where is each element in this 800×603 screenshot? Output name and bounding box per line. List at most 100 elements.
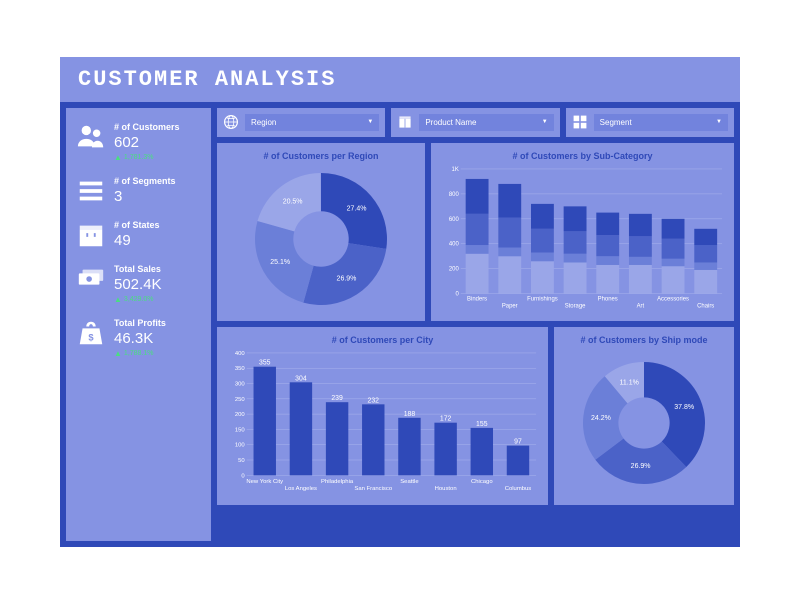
bar-segment bbox=[596, 235, 619, 256]
metric-bag: $ Total Profits 46.3K ▲1,788.1% bbox=[76, 318, 201, 358]
slice-label: 11.1% bbox=[620, 379, 639, 386]
chevron-down-icon: ▼ bbox=[367, 119, 373, 125]
slice-label: 20.5% bbox=[283, 198, 303, 205]
slice-label: 27.4% bbox=[347, 205, 367, 212]
dashboard: CUSTOMER ANALYSIS # of Customers 602 ▲1,… bbox=[60, 57, 740, 547]
category-label: Philadelphia bbox=[321, 479, 354, 485]
category-label: Art bbox=[637, 303, 645, 309]
panel-customers-per-city: # of Customers per City 0501001502002503… bbox=[217, 327, 548, 505]
package-icon bbox=[397, 114, 413, 130]
category-label: Los Angeles bbox=[285, 486, 317, 492]
svg-text:200: 200 bbox=[449, 266, 460, 272]
filter-product-name: Product Name ▼ bbox=[391, 108, 559, 137]
svg-text:400: 400 bbox=[449, 241, 460, 247]
bar-segment bbox=[466, 178, 489, 213]
metric-label: Total Profits bbox=[114, 318, 201, 328]
bar-segment bbox=[694, 262, 717, 269]
filter-select[interactable]: Region ▼ bbox=[245, 114, 379, 131]
bar-segment bbox=[466, 213, 489, 244]
bar-segment bbox=[531, 228, 554, 252]
filter-label: Segment bbox=[600, 118, 632, 127]
bar-segment bbox=[662, 266, 685, 293]
svg-text:100: 100 bbox=[235, 442, 246, 448]
panel-title: # of Customers per Region bbox=[225, 151, 417, 161]
svg-text:600: 600 bbox=[449, 216, 460, 222]
bar-segment bbox=[596, 256, 619, 265]
bar-segment bbox=[564, 253, 587, 262]
bar-segment bbox=[498, 183, 521, 217]
bar-value: 172 bbox=[440, 415, 452, 422]
metric-label: # of Customers bbox=[114, 122, 201, 132]
bar-segment bbox=[531, 261, 554, 293]
bar-segment bbox=[694, 228, 717, 244]
bar bbox=[434, 422, 456, 475]
svg-text:0: 0 bbox=[241, 473, 245, 479]
slice-label: 25.1% bbox=[270, 258, 290, 265]
bar-value: 97 bbox=[514, 438, 522, 445]
bar-segment bbox=[498, 247, 521, 256]
bar bbox=[254, 366, 276, 475]
category-label: Houston bbox=[435, 486, 457, 492]
box-icon bbox=[76, 220, 106, 250]
panel-customers-per-region: # of Customers per Region 27.4% 26.9% 25.1… bbox=[217, 143, 425, 321]
metric-label: Total Sales bbox=[114, 264, 201, 274]
bar bbox=[362, 404, 384, 475]
category-label: Chicago bbox=[471, 479, 493, 485]
metric-label: # of Segments bbox=[114, 176, 201, 186]
bar-segment bbox=[564, 206, 587, 231]
globe-icon bbox=[223, 114, 239, 130]
bar-segment bbox=[564, 262, 587, 293]
panel-title: # of Customers per City bbox=[225, 335, 540, 345]
sidebar: # of Customers 602 ▲1,781.3% # of Segmen… bbox=[66, 108, 211, 541]
svg-text:300: 300 bbox=[235, 381, 246, 387]
slice-label: 26.9% bbox=[631, 463, 651, 470]
category-label: Phones bbox=[598, 296, 618, 302]
panel-title: # of Customers by Ship mode bbox=[562, 335, 726, 345]
cash-icon bbox=[76, 264, 106, 294]
donut-slice bbox=[303, 243, 386, 305]
filter-select[interactable]: Product Name ▼ bbox=[419, 114, 553, 131]
bar-segment bbox=[694, 245, 717, 262]
segments-icon bbox=[76, 176, 106, 206]
panel-title: # of Customers by Sub-Category bbox=[439, 151, 726, 161]
filter-select[interactable]: Segment ▼ bbox=[594, 114, 728, 131]
category-label: Storage bbox=[565, 303, 586, 309]
bar-value: 355 bbox=[259, 359, 271, 366]
donut-chart-region: 27.4% 26.9% 25.1% 20.5% bbox=[225, 165, 417, 313]
bar-segment bbox=[531, 203, 554, 228]
users-icon bbox=[76, 122, 106, 152]
bar-segment bbox=[531, 252, 554, 261]
bar-segment bbox=[629, 236, 652, 257]
bar-value: 239 bbox=[331, 395, 343, 402]
svg-text:1K: 1K bbox=[452, 166, 459, 172]
filter-label: Region bbox=[251, 118, 276, 127]
bar-segment bbox=[629, 264, 652, 293]
svg-text:350: 350 bbox=[235, 366, 246, 372]
category-label: Seattle bbox=[400, 479, 419, 485]
filter-segment: Segment ▼ bbox=[566, 108, 734, 137]
slice-label: 26.9% bbox=[337, 275, 357, 282]
filter-region: Region ▼ bbox=[217, 108, 385, 137]
bar-chart-city: 050100150200250300350400355New York City… bbox=[225, 349, 540, 497]
bar-value: 304 bbox=[295, 375, 307, 382]
bar-segment bbox=[694, 269, 717, 293]
svg-text:50: 50 bbox=[238, 457, 245, 463]
bar-value: 155 bbox=[476, 420, 488, 427]
metric-segments: # of Segments 3 bbox=[76, 176, 201, 206]
bar-segment bbox=[466, 245, 489, 254]
metric-delta: ▲3,429.0% bbox=[114, 295, 201, 304]
svg-text:200: 200 bbox=[235, 412, 246, 418]
metric-users: # of Customers 602 ▲1,781.3% bbox=[76, 122, 201, 162]
metric-box: # of States 49 bbox=[76, 220, 201, 250]
bar-value: 232 bbox=[368, 397, 380, 404]
bar-segment bbox=[498, 217, 521, 247]
chevron-down-icon: ▼ bbox=[716, 119, 722, 125]
donut-chart-ship-mode: 37.8%26.9%24.2%11.1% bbox=[562, 349, 726, 497]
filter-label: Product Name bbox=[425, 118, 476, 127]
svg-text:800: 800 bbox=[449, 191, 460, 197]
bar-segment bbox=[564, 231, 587, 253]
metric-value: 49 bbox=[114, 232, 201, 249]
category-label: Furnishings bbox=[527, 296, 558, 302]
chevron-down-icon: ▼ bbox=[542, 119, 548, 125]
filter-row: Region ▼ Product Name ▼ Segment ▼ bbox=[217, 108, 734, 137]
